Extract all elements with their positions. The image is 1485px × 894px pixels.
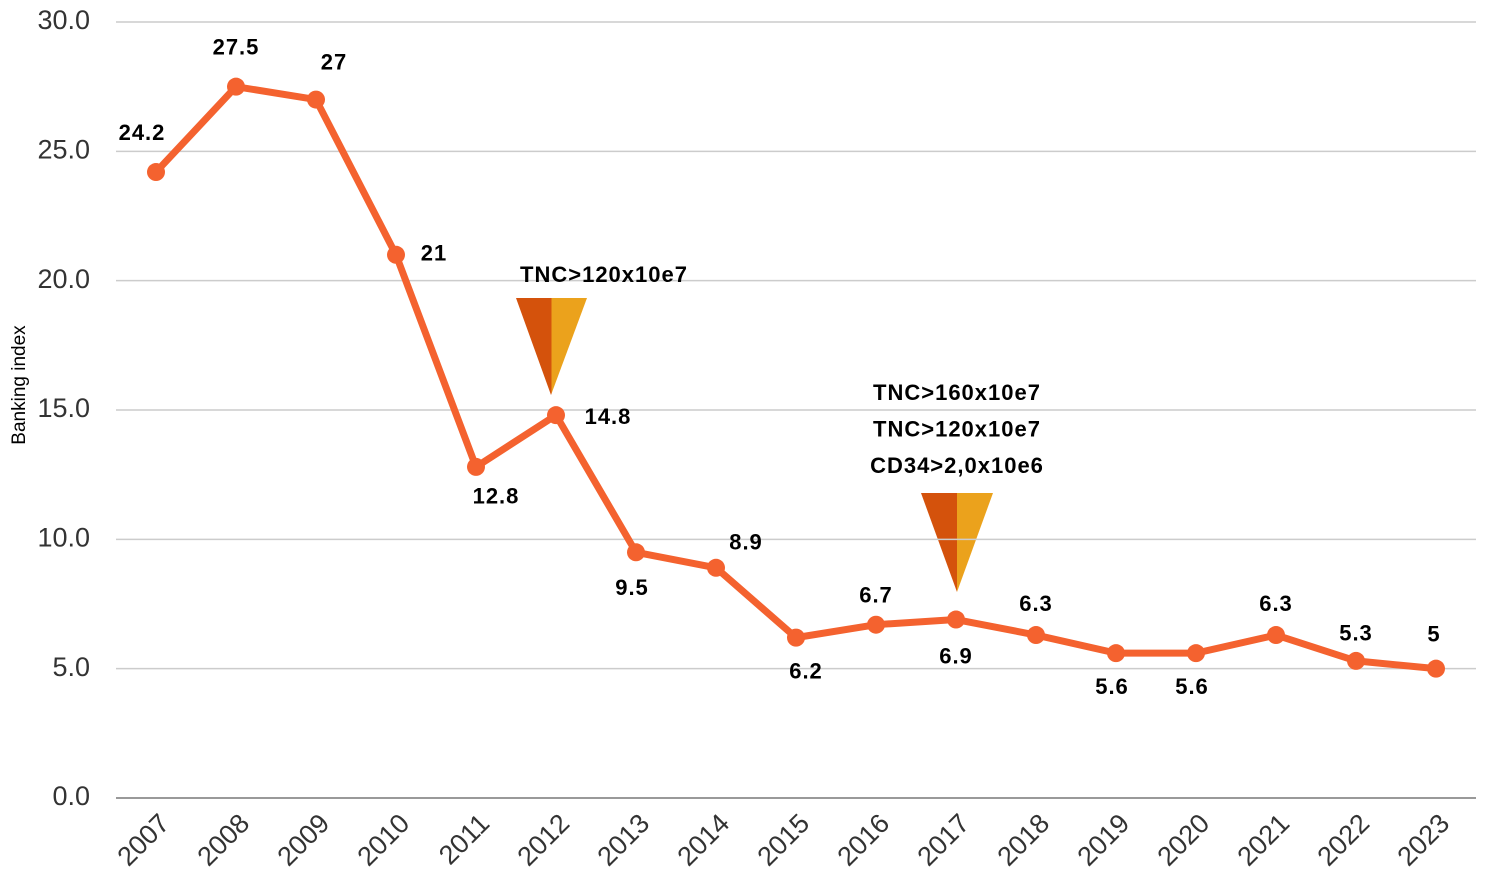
data-label: 27 (321, 49, 347, 74)
data-label: 24.2 (119, 120, 166, 145)
marker (1427, 659, 1445, 678)
x-tick-label: 2014 (672, 808, 736, 872)
x-tick-label: 2023 (1392, 808, 1456, 872)
marker (867, 615, 885, 634)
data-label: 6.3 (1259, 591, 1293, 616)
x-tick-label: 2020 (1152, 808, 1216, 872)
y-tick-label: 0.0 (52, 781, 90, 811)
x-tick-label: 2015 (752, 808, 816, 872)
data-label: 14.8 (585, 404, 632, 429)
data-label: 5.6 (1175, 674, 1209, 699)
y-tick-label: 5.0 (52, 652, 90, 682)
data-label: 5 (1427, 621, 1440, 646)
x-tick-label: 2007 (112, 808, 176, 872)
x-tick-label: 2022 (1312, 808, 1376, 872)
annotation-arrow (921, 493, 993, 592)
data-label: 6.7 (859, 583, 893, 608)
x-tick-label: 2011 (433, 808, 495, 870)
marker (547, 406, 565, 425)
marker (707, 558, 725, 577)
annotation: TNC>160x10e7 (873, 380, 1041, 405)
x-tick-label: 2008 (192, 808, 256, 872)
marker (147, 163, 165, 182)
data-label: 8.9 (729, 530, 763, 555)
marker (1267, 626, 1285, 645)
marker (307, 90, 325, 109)
x-tick-label: 2017 (912, 808, 976, 872)
y-tick-label: 20.0 (37, 264, 90, 294)
marker (627, 543, 645, 562)
y-tick-label: 25.0 (37, 134, 90, 164)
marker (1347, 651, 1365, 670)
annotation-arrow (516, 298, 587, 395)
marker (947, 610, 965, 629)
marker (787, 628, 805, 647)
data-label: 6.3 (1019, 591, 1053, 616)
data-label: 12.8 (473, 484, 520, 509)
y-tick-label: 10.0 (37, 522, 90, 552)
data-label: 5.3 (1339, 621, 1373, 646)
x-tick-label: 2018 (992, 808, 1056, 872)
marker (467, 457, 485, 476)
marker (1107, 644, 1125, 663)
y-axis-label: Banking index (9, 325, 30, 445)
data-label: 21 (421, 241, 447, 266)
marker (1027, 626, 1045, 645)
x-tick-label: 2009 (272, 808, 336, 872)
x-tick-label: 2021 (1232, 808, 1296, 872)
x-tick-label: 2016 (832, 808, 896, 872)
data-label: 5.6 (1095, 674, 1129, 699)
marker (387, 245, 405, 264)
annotation: TNC>120x10e7 (520, 262, 688, 287)
data-label: 27.5 (213, 34, 260, 59)
annotation: TNC>120x10e7 (873, 416, 1041, 441)
data-label: 6.2 (789, 658, 823, 683)
marker (1187, 644, 1205, 663)
x-tick-label: 2019 (1072, 808, 1136, 872)
line (153, 83, 1437, 673)
x-tick-label: 2012 (512, 808, 576, 872)
x-tick-label: 2013 (592, 808, 656, 872)
annotation: CD34>2,0x10e6 (870, 453, 1044, 478)
y-tick-label: 15.0 (37, 393, 90, 423)
data-label: 9.5 (615, 575, 649, 600)
x-tick-label: 2010 (352, 808, 416, 872)
y-tick-label: 30.0 (37, 5, 90, 35)
data-label: 6.9 (939, 643, 973, 668)
marker (227, 77, 245, 96)
